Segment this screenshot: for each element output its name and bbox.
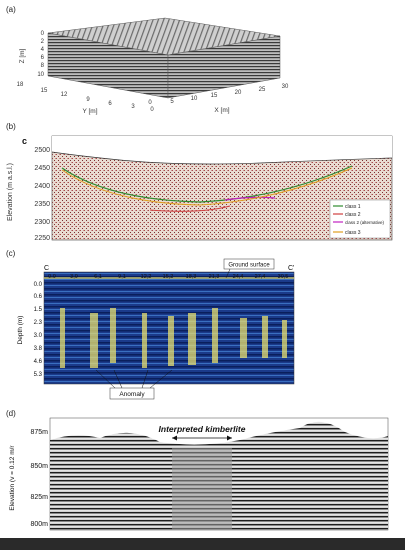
x-tick: 12,2 (141, 274, 152, 280)
marker-c: C (44, 265, 49, 272)
y-tick: 4.6 (34, 359, 43, 365)
panel-a-z-ticks: 0 2 4 6 8 10 (37, 31, 44, 78)
y-tick: 0.6 (34, 294, 43, 300)
kimberlite-annotation: Interpreted kimberlite (159, 424, 246, 434)
y-tick: 1.5 (34, 307, 43, 313)
y-tick: 12 (61, 92, 68, 98)
y-tick: 3.8 (34, 346, 43, 352)
panel-c-y-ticks: 0.0 0.6 1.5 2.3 3.0 3.8 4.6 5.3 (34, 282, 43, 378)
y-tick: 2350 (34, 201, 50, 208)
panel-b-legend: class 1 class 2 class 2 (alternative) cl… (329, 199, 391, 239)
y-tick: 2400 (34, 183, 50, 190)
x-tick: 10 (191, 96, 198, 102)
x-tick: 18,3 (186, 274, 197, 280)
z-tick: 10 (37, 72, 44, 78)
y-tick: 2250 (34, 235, 50, 242)
x-tick: 0.0 (48, 274, 56, 280)
z-tick: 8 (41, 63, 45, 69)
y-tick: 9 (86, 97, 90, 103)
panel-a-z-label: Z [m] (19, 48, 26, 63)
x-tick: 27,4 (255, 274, 266, 280)
panel-b-corner-letter: c (22, 136, 27, 146)
z-tick: 2 (41, 39, 45, 45)
y-tick: 3.0 (34, 333, 43, 339)
x-tick: 21,3 (209, 274, 220, 280)
anomaly-arrows (95, 369, 173, 389)
cube-right-face (167, 35, 281, 99)
panel-a-y-label: Y [m] (82, 108, 97, 115)
legend-label: class 2 (345, 212, 361, 218)
class-1-line (61, 165, 353, 203)
y-tick: 825m (30, 494, 48, 501)
panel-b-letter: (b) (6, 122, 16, 131)
ground-surface-label: Ground surface (228, 263, 270, 269)
x-tick: 3,0 (70, 274, 78, 280)
x-tick: 15,2 (163, 274, 174, 280)
x-tick: 24,4 (233, 274, 244, 280)
x-tick: 30,5 (278, 274, 289, 280)
class-2-line (149, 205, 231, 212)
panel-d-letter: (d) (6, 409, 16, 418)
x-tick: 5 (170, 99, 174, 105)
anomaly-box (109, 387, 155, 400)
kimberlite-zone (172, 448, 232, 530)
x-tick: 15 (211, 93, 218, 99)
y-tick: 800m (30, 521, 48, 528)
x-tick: 30 (282, 84, 289, 90)
y-tick: 2.3 (34, 320, 43, 326)
panel-b-y-ticks: 2500 2450 2400 2350 2300 2250 (34, 147, 50, 242)
y-tick: 2300 (34, 219, 50, 226)
class-2-alt-line (224, 196, 276, 201)
legend-label: class 1 (345, 204, 361, 210)
z-tick: 0 (41, 31, 45, 37)
y-tick: 18 (17, 82, 24, 88)
x-tick: 20 (235, 90, 242, 96)
panel-a-y-ticks: 18 15 12 9 6 3 0 (17, 82, 155, 113)
page-footer-strip (0, 538, 405, 550)
class-3-line (61, 167, 353, 206)
section-sky (52, 136, 392, 164)
legend-label: class 3 (345, 230, 361, 236)
x-tick: 0 (148, 100, 152, 106)
panel-c-ylabel: Depth (m) (17, 316, 24, 345)
y-tick: 2500 (34, 147, 50, 154)
y-tick: 5.3 (34, 372, 43, 378)
panel-a-letter: (a) (6, 5, 16, 14)
panel-a-3d-cube: 0 2 4 6 8 10 Z [m] 18 15 12 9 6 3 0 Y [m… (17, 17, 289, 115)
x-tick: 9,1 (118, 274, 126, 280)
y-tick: 3 (131, 104, 135, 110)
ground-surface-box (223, 258, 275, 270)
panel-a-x-ticks: 0 5 10 15 20 25 30 (148, 84, 289, 106)
panel-d-y-ticks: 875m 850m 825m 800m (30, 429, 48, 528)
y-tick: 6 (108, 101, 112, 107)
marker-c-prime: C' (288, 265, 294, 272)
panel-d-profile: 875m 850m 825m 800m Elevation (v = 0.12 … (9, 417, 389, 531)
panel-b-section: 2500 2450 2400 2350 2300 2250 Elevation … (7, 135, 393, 242)
panel-c-x-ticks: 0.0 3,0 6,1 9,1 12,2 15,2 18,3 21,3 24,4… (48, 274, 288, 280)
y-tick: 850m (30, 463, 48, 470)
legend-label: class 2 (alternative) (345, 220, 385, 225)
anomaly-label: Anomaly (119, 391, 145, 398)
panel-b-ylabel: Elevation (m a.s.l.) (7, 163, 14, 221)
x-tick: 25 (259, 87, 266, 93)
y-tick: 0 (150, 107, 154, 113)
x-tick: 6,1 (94, 274, 102, 280)
y-tick: 875m (30, 429, 48, 436)
y-tick: 2450 (34, 165, 50, 172)
panel-c-letter: (c) (6, 249, 16, 258)
z-tick: 6 (41, 55, 45, 61)
panel-d-ylabel: Elevation (v = 0.12 m/r (9, 445, 16, 511)
reflection-columns (60, 308, 287, 368)
y-tick: 15 (41, 88, 48, 94)
panel-c-radargram: C C' 0.0 3,0 6,1 9,1 12,2 15,2 18,3 21,3… (17, 258, 294, 400)
panel-a-x-label: X [m] (214, 107, 229, 114)
y-tick: 0.0 (34, 282, 43, 288)
z-tick: 4 (41, 47, 45, 53)
ground-line (51, 151, 393, 165)
